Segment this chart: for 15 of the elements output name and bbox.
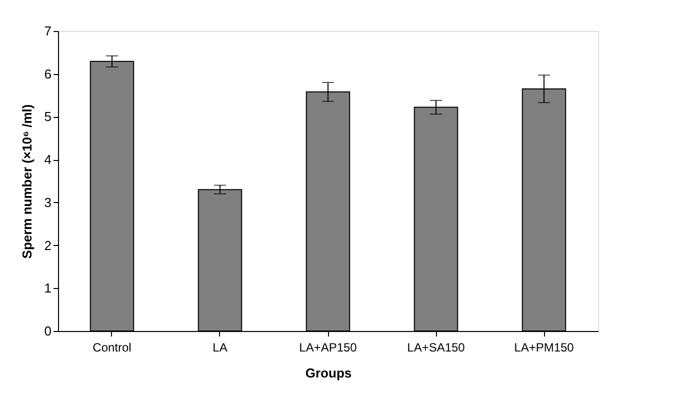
x-tick-label: Control bbox=[92, 340, 132, 354]
y-tick-label: 0 bbox=[44, 324, 52, 338]
y-tick-label: 7 bbox=[44, 24, 52, 38]
x-tick-label: LA+PM150 bbox=[514, 340, 574, 354]
y-tick-label: 3 bbox=[44, 194, 52, 210]
x-tick-label: LA+AP150 bbox=[299, 340, 358, 354]
y-tick-label: 2 bbox=[44, 238, 52, 253]
x-axis-title: Groups bbox=[305, 366, 352, 380]
x-tick-label: LA+SA150 bbox=[407, 340, 466, 354]
y-tick-label: 4 bbox=[44, 152, 52, 168]
y-tick-label: 5 bbox=[44, 109, 52, 124]
y-tick-label: 1 bbox=[44, 280, 52, 296]
y-tick-label: 6 bbox=[44, 66, 52, 82]
y-axis-title: Sperm number (×10⁶ /ml) bbox=[19, 104, 34, 259]
x-tick-label: LA bbox=[212, 340, 228, 354]
